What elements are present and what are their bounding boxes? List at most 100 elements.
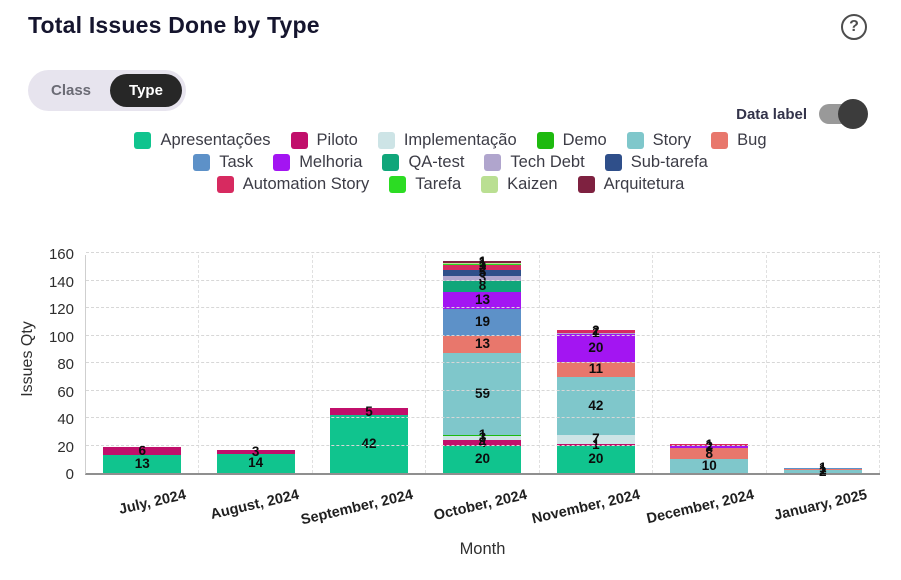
bar-segment[interactable] xyxy=(556,434,635,445)
stacked-bar[interactable]: 20 1 7 42 11 20 1 2 xyxy=(556,255,635,473)
bar-segment[interactable] xyxy=(443,264,522,266)
bar-segment[interactable] xyxy=(443,280,522,292)
legend-item[interactable]: Tarefa xyxy=(389,175,461,194)
stacked-bar[interactable]: 42 5 xyxy=(330,255,409,473)
legend-item[interactable]: Sub-tarefa xyxy=(604,153,708,172)
stacked-bar[interactable]: 10 8 2 1 xyxy=(670,255,749,473)
legend-swatch-icon xyxy=(290,132,308,149)
gridline xyxy=(86,444,880,446)
legend-item[interactable]: QA-test xyxy=(382,153,464,172)
legend-item[interactable]: Implementação xyxy=(377,131,517,150)
legend-swatch-icon xyxy=(536,132,554,149)
bar-segment[interactable] xyxy=(103,455,182,473)
bar-segment[interactable] xyxy=(216,453,295,473)
bar-segment[interactable] xyxy=(556,332,635,335)
legend-label: Automation Story xyxy=(242,175,370,193)
stacked-bar[interactable]: 20 4 3 1 59 13 19 13 8 3 5 3 1 1 1 xyxy=(443,254,522,473)
gridline xyxy=(86,417,880,418)
bar-segment[interactable] xyxy=(556,330,635,333)
gridline xyxy=(86,279,880,281)
bar-segment[interactable] xyxy=(443,261,522,263)
bar-segment[interactable] xyxy=(783,467,862,469)
category-slot: 20 4 3 1 59 13 19 13 8 3 5 3 1 1 1 xyxy=(426,254,540,473)
legend-label: Sub-tarefa xyxy=(630,153,708,171)
legend-row: Apresentações Piloto Implementação Demo Stor… xyxy=(134,131,767,150)
bar-segment[interactable] xyxy=(330,408,409,416)
bar-segment[interactable] xyxy=(443,435,522,440)
stacked-bar-chart: Issues Qty 13 6 14 3 42 5 20 4 3 1 59 13 19 13 8 3 5 3 1 1 1… xyxy=(0,240,901,580)
x-tick-label: October, 2024 xyxy=(431,487,529,524)
help-icon[interactable]: ? xyxy=(841,14,867,40)
bar-segment[interactable] xyxy=(443,265,522,270)
bar-segment[interactable] xyxy=(443,353,522,435)
data-label-switch[interactable] xyxy=(819,99,868,129)
legend-label: Tarefa xyxy=(415,175,462,193)
legend-swatch-icon xyxy=(193,154,211,171)
bar-segment[interactable] xyxy=(783,470,862,473)
legend-label: Demo xyxy=(562,131,607,149)
data-label-text: Data label xyxy=(736,105,807,123)
bar-segment[interactable] xyxy=(556,445,635,473)
stacked-bar[interactable]: 13 6 xyxy=(103,255,182,473)
category-slot: 10 8 2 1 xyxy=(653,255,767,473)
bar-segment[interactable] xyxy=(670,445,749,449)
bar-segment[interactable] xyxy=(556,334,635,362)
legend-item[interactable]: Automation Story xyxy=(216,175,370,194)
bar-segment[interactable] xyxy=(216,449,295,454)
bar-segment[interactable] xyxy=(556,376,635,435)
legend-swatch-icon xyxy=(626,132,644,149)
bar-segment[interactable] xyxy=(556,361,635,377)
legend-item[interactable]: Demo xyxy=(536,131,607,150)
category-slot: 42 5 xyxy=(313,255,427,473)
gridline xyxy=(86,389,880,391)
legend-item[interactable]: Piloto xyxy=(290,131,358,150)
legend-item[interactable]: Tech Debt xyxy=(484,153,585,172)
gridline xyxy=(86,252,880,253)
bar-segment[interactable] xyxy=(670,459,749,473)
y-tick-label: 20 xyxy=(57,438,74,456)
toggle-option-class[interactable]: Class xyxy=(51,82,92,99)
legend-label: Tech Debt xyxy=(510,153,585,171)
legend-item[interactable]: Arquitetura xyxy=(577,175,685,194)
x-tick-label: January, 2025 xyxy=(772,487,869,524)
legend-label: Implementação xyxy=(403,131,517,149)
legend-swatch-icon xyxy=(216,176,234,193)
bar-segment[interactable] xyxy=(443,445,522,473)
x-tick-label: August, 2024 xyxy=(209,487,301,523)
stacked-bar[interactable]: 14 3 xyxy=(216,255,295,473)
bar-segment[interactable] xyxy=(443,269,522,277)
bar-segment[interactable] xyxy=(103,446,182,456)
x-tick-label: September, 2024 xyxy=(299,487,415,529)
bar-segment[interactable] xyxy=(443,434,522,436)
legend-label: Arquitetura xyxy=(603,175,685,193)
legend-label: Melhoria xyxy=(299,153,363,171)
y-tick-label: 140 xyxy=(48,273,74,291)
bar-segment[interactable] xyxy=(783,468,862,471)
switch-knob-icon xyxy=(838,99,868,129)
bar-segment[interactable] xyxy=(443,262,522,264)
legend-item[interactable]: Apresentações xyxy=(134,131,271,150)
legend-swatch-icon xyxy=(382,154,400,171)
bar-segment[interactable] xyxy=(443,440,522,446)
legend-item[interactable]: Story xyxy=(626,131,691,150)
bar-segment[interactable] xyxy=(670,448,749,460)
legend-item[interactable]: Kaizen xyxy=(481,175,558,194)
legend-item[interactable]: Bug xyxy=(711,131,767,150)
legend-row: Automation Story Tarefa Kaizen Arquitetura xyxy=(216,175,685,194)
legend-item[interactable]: Task xyxy=(193,153,253,172)
bar-segment[interactable] xyxy=(443,291,522,310)
bar-segment[interactable] xyxy=(443,309,522,336)
bar-segment[interactable] xyxy=(330,415,409,473)
plot-area: 13 6 14 3 42 5 20 4 3 1 59 13 19 13 8 3 5 3 1 1 1 20 1 7 42 11 20 1… xyxy=(85,252,880,479)
y-tick-label: 120 xyxy=(48,301,74,318)
legend-label: QA-test xyxy=(408,153,465,171)
bar-segment[interactable] xyxy=(443,335,522,354)
toggle-option-type[interactable]: Type xyxy=(110,74,182,107)
page-title: Total Issues Done by Type xyxy=(28,12,320,38)
bar-segment[interactable] xyxy=(443,276,522,281)
legend-item[interactable]: Melhoria xyxy=(273,153,362,172)
legend-swatch-icon xyxy=(389,176,407,193)
data-label-control: Data label xyxy=(736,99,868,129)
